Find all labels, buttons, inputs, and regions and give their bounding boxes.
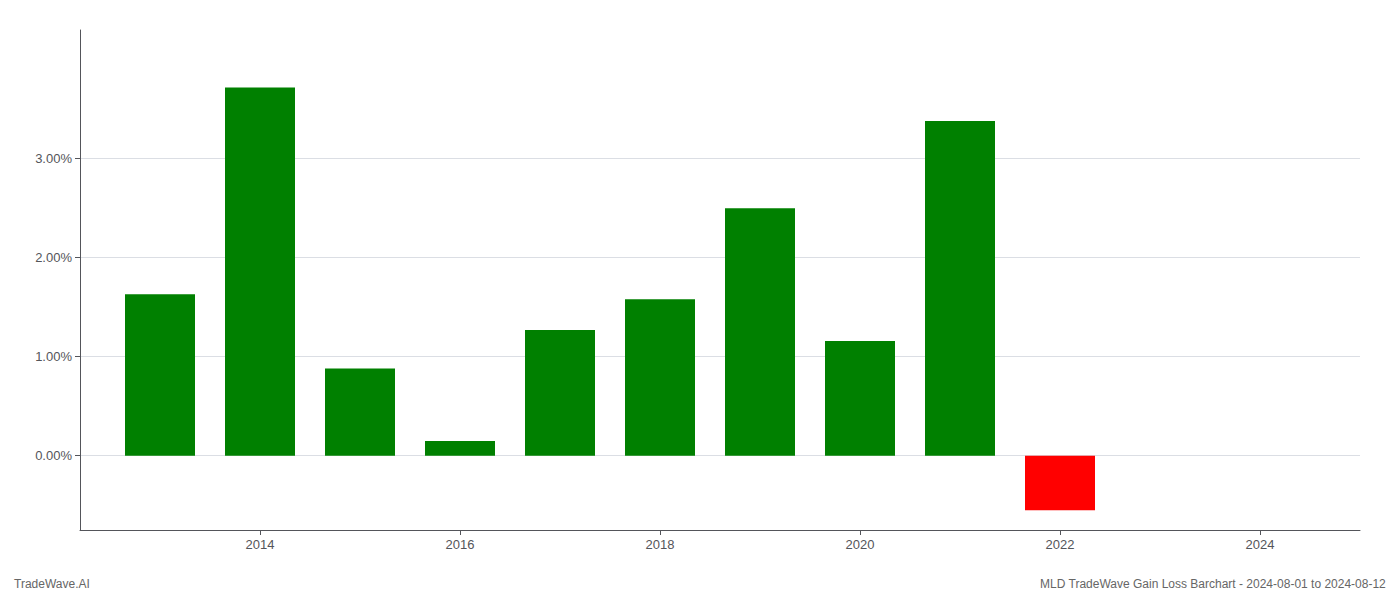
svg-text:2020: 2020	[846, 537, 875, 552]
svg-text:2016: 2016	[446, 537, 475, 552]
svg-text:2024: 2024	[1246, 537, 1275, 552]
svg-text:2018: 2018	[646, 537, 675, 552]
svg-text:2022: 2022	[1046, 537, 1075, 552]
svg-text:0.00%: 0.00%	[35, 448, 72, 463]
svg-text:MLD TradeWave Gain Loss Barcha: MLD TradeWave Gain Loss Barchart - 2024-…	[1040, 577, 1386, 591]
svg-text:1.00%: 1.00%	[35, 349, 72, 364]
svg-text:2014: 2014	[246, 537, 275, 552]
svg-text:TradeWave.AI: TradeWave.AI	[14, 577, 90, 591]
svg-text:3.00%: 3.00%	[35, 151, 72, 166]
svg-text:2.00%: 2.00%	[35, 250, 72, 265]
